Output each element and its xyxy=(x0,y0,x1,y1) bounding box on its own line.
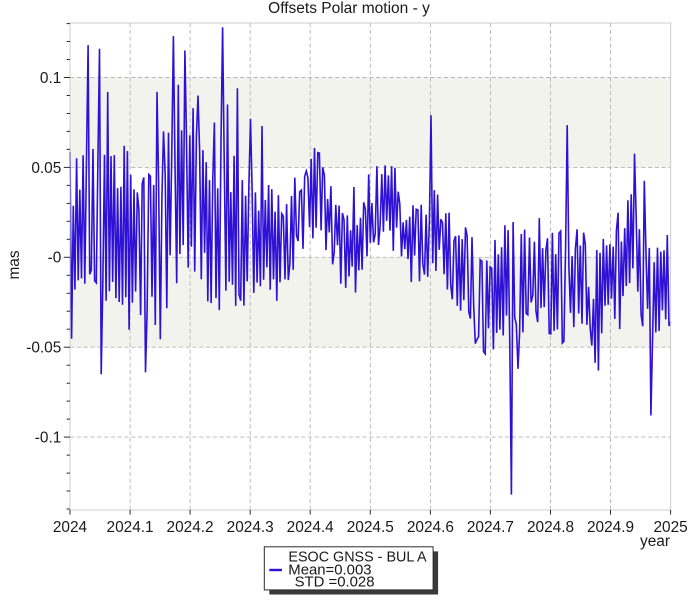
svg-text:-0: -0 xyxy=(48,250,62,267)
svg-text:2024.5: 2024.5 xyxy=(347,519,394,536)
svg-text:0.05: 0.05 xyxy=(31,160,61,177)
svg-text:-0.1: -0.1 xyxy=(35,430,62,447)
svg-text:2024.1: 2024.1 xyxy=(107,519,154,536)
svg-text:STD =0.028: STD =0.028 xyxy=(295,574,375,590)
svg-text:2024.6: 2024.6 xyxy=(407,519,454,536)
svg-text:ESOC GNSS - BUL A: ESOC GNSS - BUL A xyxy=(288,550,427,566)
svg-text:2024.8: 2024.8 xyxy=(527,519,574,536)
svg-text:2024.2: 2024.2 xyxy=(167,519,214,536)
svg-text:Mean=0.003: Mean=0.003 xyxy=(288,563,371,579)
svg-text:-0.05: -0.05 xyxy=(26,340,61,357)
svg-text:year: year xyxy=(640,533,670,550)
svg-text:0.1: 0.1 xyxy=(40,70,61,87)
svg-text:2024.9: 2024.9 xyxy=(587,519,634,536)
svg-text:2025: 2025 xyxy=(653,519,687,536)
svg-text:mas: mas xyxy=(6,250,23,279)
svg-text:Offsets Polar motion - y: Offsets Polar motion - y xyxy=(268,0,430,17)
svg-text:2024.7: 2024.7 xyxy=(467,519,514,536)
svg-text:2024.3: 2024.3 xyxy=(227,519,274,536)
svg-text:2024: 2024 xyxy=(53,519,88,536)
svg-text:2024.4: 2024.4 xyxy=(287,519,335,536)
